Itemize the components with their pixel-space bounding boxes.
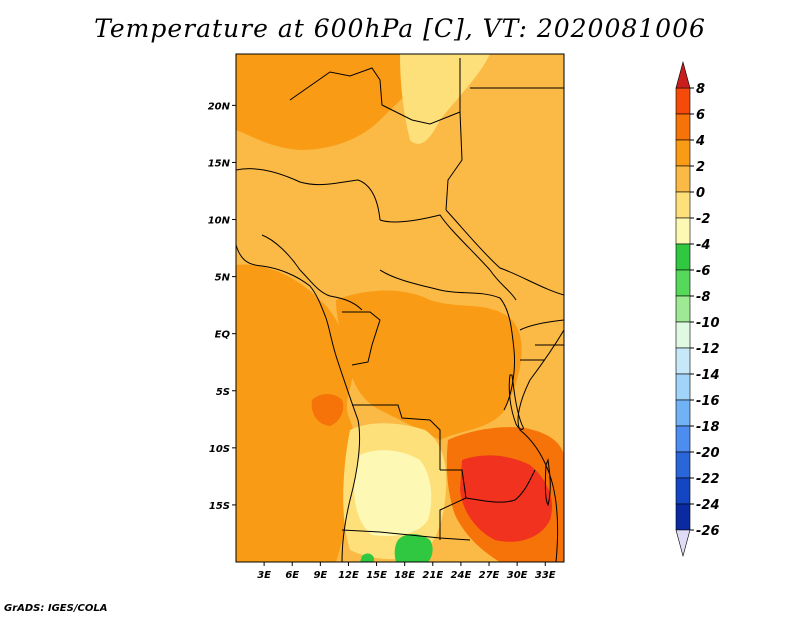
border-congo [342,311,381,366]
lat-tick-label: 20N [208,101,231,112]
lat-tick-label: 5S [216,387,230,398]
field-warm-central-region [336,290,522,440]
border-libya-sudan [459,58,564,112]
longitude-axis: 3E 6E 9E 12E 15E 18E 21E 24E 27E 30E 33E [257,562,556,581]
field-hot-east-region [460,455,552,542]
border-zambia [465,469,536,503]
colorbar-swatch [675,477,691,505]
field-pale-north-region [400,54,490,144]
lake-malawi [544,458,551,507]
colorbar-swatch [675,87,691,115]
colorbar-label: 8 [696,82,705,97]
lon-tick-label: 24E [451,570,472,581]
border-drc [379,269,515,411]
colorbar-label: -4 [696,238,710,253]
latitude-axis: 20N 15N 10N 5N EQ 5S 10S 15S [208,101,236,512]
colorbar-swatch [675,191,691,219]
border-cameroon [261,234,363,311]
credit-label: GrADS: IGES/COLA [4,603,108,614]
field-warm-west-region [236,264,358,562]
border-east [519,319,564,361]
lon-tick-label: 3E [257,570,271,581]
lon-tick-label: 27E [479,570,500,581]
lat-tick-label: 15N [208,158,231,169]
colorbar-label: -16 [696,394,720,409]
colorbar-label: -14 [696,368,720,383]
colorbar-swatch [675,113,691,141]
lat-tick-label: 15S [209,501,230,512]
lat-tick-label: 10N [208,216,231,227]
lon-tick-label: 15E [366,570,387,581]
colorbar-swatch [675,321,691,349]
colorbar-label: -8 [696,290,710,305]
field-hot-west-region [311,394,344,426]
colorbar-top-arrow [675,60,691,89]
lon-tick-label: 18E [394,570,415,581]
field-green-patch-2 [360,553,374,562]
border-angola-drc [352,404,441,470]
colorbar-label: -12 [696,342,720,357]
border-sudan-south [445,209,564,296]
colorbar-label: -20 [696,446,720,461]
colorbar-swatch [675,347,691,375]
lon-tick-label: 33E [535,570,556,581]
colorbar-label: -18 [696,420,720,435]
colorbar-swatch [675,165,691,193]
border-north [289,67,463,211]
border-namibia [341,529,471,541]
colorbar-label: -26 [696,524,720,539]
colorbar-label: -2 [696,212,710,227]
lon-tick-label: 9E [313,570,327,581]
colorbar-swatch [675,451,691,479]
field-green-patch-1 [394,534,433,562]
colorbar-bottom-arrow [675,529,691,558]
field-warm-north-region [236,54,430,150]
temperature-field [236,54,564,562]
coastline-west [236,244,361,562]
colorbar-label: -22 [696,472,720,487]
chart-title: Temperature at 600hPa [C], VT: 202008100… [94,14,706,43]
colorbar-swatch [675,425,691,453]
coastline-east [517,329,564,562]
colorbar-label: 4 [695,134,705,149]
colorbar-label: 0 [696,186,705,201]
colorbar-label: -24 [696,498,720,513]
lon-tick-label: 21E [422,570,443,581]
colorbar: 8 6 4 2 0 -2 -4 -6 -8 -10 -12 -14 -16 -18 -20 -22 -24 -26 [675,60,720,558]
colorbar-swatch [675,399,691,427]
colorbar-label: -6 [696,264,710,279]
border-niger-chad [236,168,381,221]
colorbar-label: -10 [696,316,720,331]
lat-tick-label: EQ [215,330,231,341]
colorbar-label: 2 [696,160,705,175]
colorbar-swatch [675,295,691,323]
colorbar-label: 6 [696,108,705,123]
map-frame [235,53,565,563]
lon-tick-label: 6E [285,570,299,581]
field-pale-south-region [354,450,432,537]
colorbar-swatch [675,139,691,167]
lat-tick-label: 5N [215,273,231,284]
lon-tick-label: 30E [507,570,528,581]
lake-tanganyika [508,374,524,430]
lat-tick-label: 10S [209,444,230,455]
colorbar-swatch [675,269,691,297]
colorbar-swatch [675,217,691,245]
boundaries [236,58,564,562]
border-car [379,214,517,301]
colorbar-swatch [675,373,691,401]
colorbar-swatch [675,243,691,271]
lon-tick-label: 12E [338,570,359,581]
colorbar-swatch [675,503,691,531]
